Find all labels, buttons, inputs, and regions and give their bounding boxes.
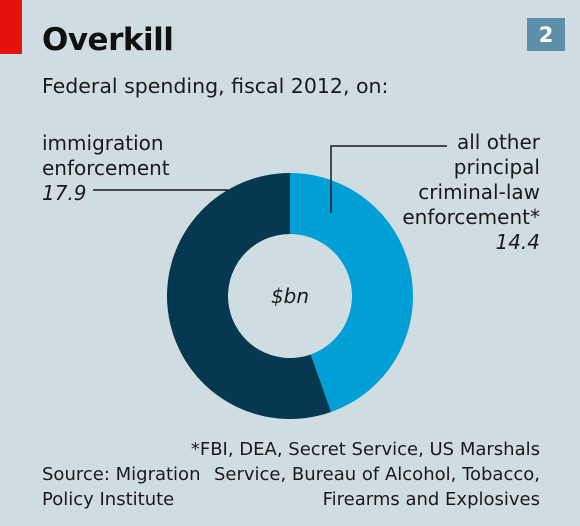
slice-value-other: 14.4 [495, 230, 540, 254]
slice-label-other-line-3: criminal-law [418, 180, 540, 204]
footnote: *FBI, DEA, Secret Service, US Marshals S… [191, 437, 540, 512]
source-line-2: Policy Institute [42, 489, 175, 510]
slice-immigration [166, 173, 332, 419]
slice-label-immigration-line-1: immigration [42, 131, 164, 155]
source-line-1: Source: Migration [42, 464, 201, 485]
red-corner-tag [0, 0, 22, 54]
footnote-line-1: *FBI, DEA, Secret Service, US Marshals [190, 439, 540, 460]
slice-label-other-line-4: enforcement* [402, 205, 540, 229]
source-note: Source: Migration Policy Institute [42, 462, 200, 512]
slice-label-immigration: immigration enforcement 17.9 [42, 131, 170, 206]
slice-label-other: all other principal criminal-law enforce… [402, 130, 540, 255]
chart-number-badge: 2 [527, 18, 565, 51]
chart-subtitle: Federal spending, fiscal 2012, on: [42, 74, 389, 98]
slice-value-immigration: 17.9 [42, 181, 87, 205]
chart-title: Overkill [42, 22, 174, 58]
donut-unit-label: $bn [270, 284, 310, 308]
slice-label-other-line-2: principal [453, 155, 540, 179]
footnote-line-3: Firearms and Explosives [322, 489, 540, 510]
slice-label-immigration-line-2: enforcement [42, 156, 170, 180]
slice-label-other-line-1: all other [456, 130, 540, 154]
footnote-line-2: Service, Bureau of Alcohol, Tobacco, [213, 464, 540, 485]
leader-line-other [330, 145, 447, 213]
slice-other [290, 173, 413, 412]
donut-slices [166, 173, 413, 419]
